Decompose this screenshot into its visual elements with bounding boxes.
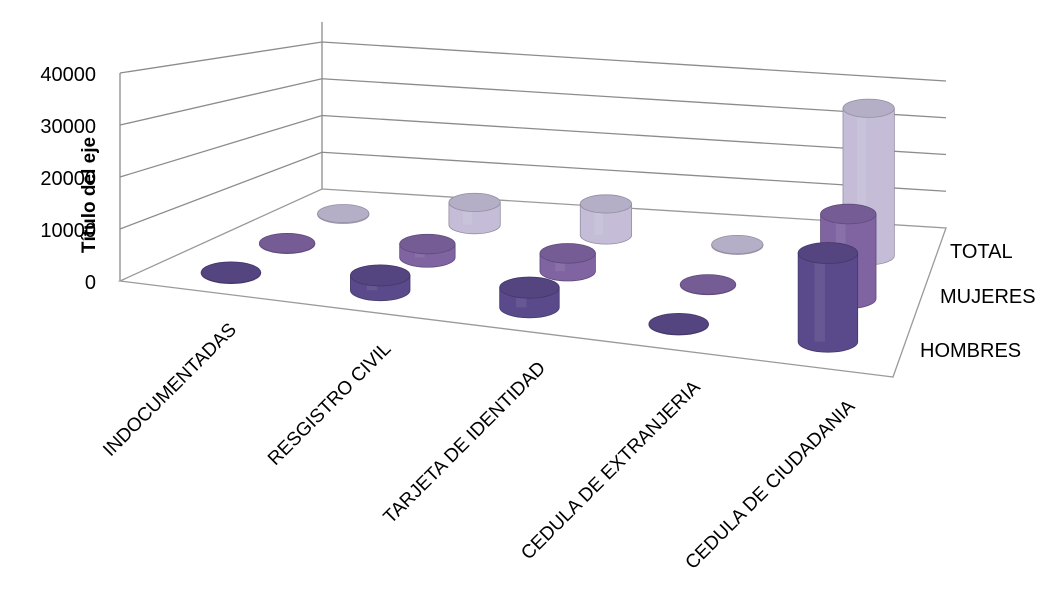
y-tick-label: 40000 [40,64,96,86]
x-category-label: RESGISTRO CIVIL [264,338,395,469]
cylinder-top [820,203,877,225]
cylinder-highlight [857,108,867,256]
chart-bars [200,98,895,353]
x-category-label: CEDULA DE CIUDADANIA [682,396,860,574]
x-category-label: CEDULA DE EXTRANJERIA [517,377,705,565]
gridline [119,114,947,178]
cylinder-bar [539,243,596,282]
cylinder-highlight [594,203,604,236]
y-tick-label: 20000 [40,168,96,190]
series-depth-label: HOMBRES [920,340,1021,362]
cylinder-top [499,276,560,299]
cylinder-top [399,233,456,255]
cylinder-top [679,274,737,295]
cylinder-top [350,264,411,287]
cylinder-highlight [814,253,825,342]
chart-walls [119,22,947,281]
cylinder-top [448,192,501,212]
cylinder-bar [399,233,456,268]
x-category-label: TARJETA DE IDENTIDAD [380,358,550,528]
cylinder-top [258,233,316,254]
cylinder-top [797,242,859,265]
cylinder-top [200,261,262,284]
series-depth-label: TOTAL [950,241,1013,263]
cylinder-top [317,204,370,224]
series-depth-label: MUJERES [940,286,1036,308]
cylinder-body [579,203,633,245]
cylinder-bar [499,276,560,319]
cylinder-top [539,243,596,264]
cylinder-top [711,235,764,255]
cylinder-bar [648,313,709,336]
y-tick-label: 30000 [40,116,96,138]
cylinder-bar [448,192,501,235]
y-axis-title: Título del eje [79,137,100,253]
cylinder-bar [579,194,633,245]
cylinder-bar [258,233,316,254]
y-tick-label: 0 [85,272,96,294]
cylinder-top [579,194,633,214]
y-tick-label: 10000 [40,220,96,242]
cylinder-highlight [463,202,473,225]
x-category-label: INDOCUMENTADAS [99,319,240,460]
cylinder-bar [711,235,764,255]
gridline [119,41,947,82]
cylinder-bar [317,204,370,224]
cylinder-bar [679,274,737,296]
cylinder-bar [200,261,262,284]
cylinder-top [842,98,895,118]
cylinder-bar [797,242,859,353]
gridline [119,78,947,126]
cylinder-top [648,313,709,335]
cylinder-body [797,252,859,353]
cylinder-bar [350,264,411,302]
